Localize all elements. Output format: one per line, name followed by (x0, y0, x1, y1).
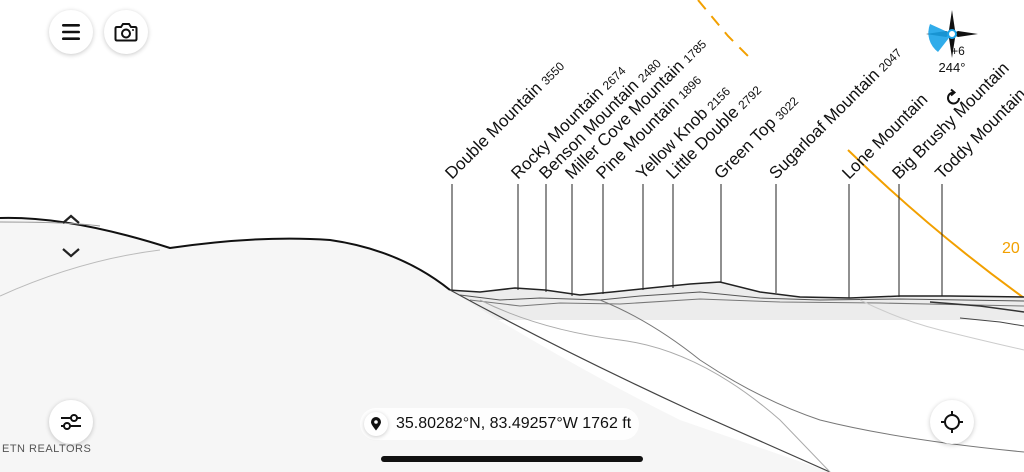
sun-path-dashed (697, 0, 753, 61)
tilt-up-button[interactable] (56, 208, 86, 230)
tilt-readout: +6 (951, 44, 965, 58)
menu-icon (62, 24, 80, 40)
sun-path-line (847, 149, 1024, 299)
left-shoulder (0, 221, 101, 227)
ridge-line-1 (447, 281, 1024, 299)
valley-line-4 (859, 299, 1024, 351)
valley-line-2 (479, 299, 831, 472)
location-pin-button[interactable] (364, 412, 388, 436)
heading-readout: 244° (938, 60, 966, 75)
valley-line-1 (449, 289, 831, 472)
settings-button[interactable] (49, 400, 93, 444)
recenter-button[interactable] (930, 400, 974, 444)
watermark: ETN REALTORS (2, 443, 92, 455)
compass[interactable] (924, 8, 980, 60)
ridge-line-4 (929, 301, 1024, 313)
rotate-button[interactable] (944, 88, 964, 108)
pin-icon (371, 417, 381, 431)
sliders-icon (61, 414, 81, 430)
valley-line-3 (599, 299, 1024, 453)
ridge-line-3 (469, 298, 1024, 307)
coordinates-text: 35.80282°N, 83.49257°W 1762 ft (396, 415, 632, 432)
home-indicator[interactable] (381, 456, 643, 462)
rotate-icon (947, 88, 960, 105)
crosshair-icon (941, 411, 963, 433)
ridge-line-5 (959, 317, 1024, 327)
peak-pointers (451, 184, 943, 298)
camera-icon (114, 23, 138, 42)
distant-ridges (448, 282, 1024, 320)
tilt-down-button[interactable] (56, 242, 86, 264)
ridge-line-2 (459, 291, 1024, 302)
chevron-up-icon (62, 214, 80, 224)
compass-icon (926, 10, 978, 58)
chevron-down-icon (62, 248, 80, 258)
location-bar[interactable]: 35.80282°N, 83.49257°W 1762 ft (360, 408, 640, 440)
left-slope (0, 249, 161, 297)
camera-button[interactable] (104, 10, 148, 54)
menu-button[interactable] (49, 10, 93, 54)
sun-path-label: 20 (1002, 240, 1020, 257)
